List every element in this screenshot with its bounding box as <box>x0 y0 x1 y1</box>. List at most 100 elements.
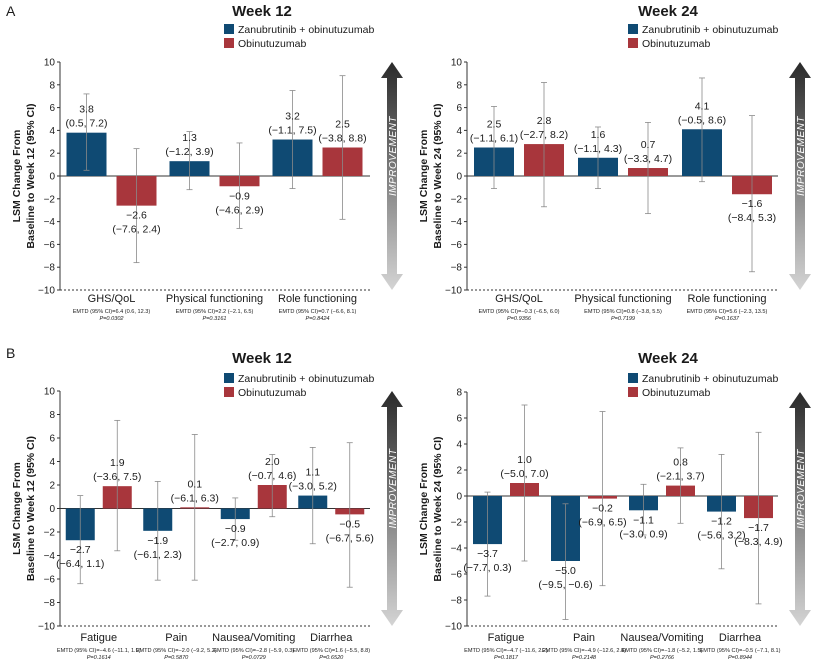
value-label: −1.2 <box>711 516 732 528</box>
x-tick-label: Nausea/Vomiting <box>212 632 295 644</box>
chart-B-w12: Week 12 Zanubrutinib + obinutuzumab Obinut… <box>11 350 403 661</box>
ci-label: (−2.7, 8.2) <box>520 129 568 141</box>
p-value-footnote: P=0.1817 <box>494 655 519 661</box>
y-tick-label: 4 <box>49 457 55 468</box>
y-tick-label: −6 <box>451 570 463 581</box>
y-tick-label: 2 <box>49 149 55 160</box>
y-tick-label: 2 <box>456 149 462 160</box>
x-tick-label: GHS/QoL <box>88 293 136 305</box>
chart-title: Week 12 <box>232 350 292 367</box>
y-tick-label: 10 <box>451 58 463 69</box>
legend-swatch <box>628 373 638 383</box>
y-tick-label: 4 <box>49 126 55 137</box>
ci-label: (−8.4, 5.3) <box>728 212 776 224</box>
ci-label: (0.5, 7.2) <box>65 118 107 130</box>
y-tick-label: 8 <box>49 80 55 91</box>
y-tick-label: −10 <box>38 622 55 633</box>
x-tick-label: Diarrhea <box>719 632 762 644</box>
ci-label: (−5.0, 7.0) <box>500 468 548 480</box>
emtd-footnote: EMTD (95% CI)=1.6 (−5.5, 8.8) <box>292 648 370 654</box>
y-tick-label: 6 <box>456 103 462 114</box>
legend-label: Zanubrutinib + obinutuzumab <box>642 373 778 385</box>
ci-label: (−0.5, 8.6) <box>678 114 726 126</box>
charts-container: Week 12 Zanubrutinib + obinutuzumab Obinut… <box>11 3 811 661</box>
ci-label: (−7.7, 0.3) <box>463 562 511 574</box>
chart-title: Week 24 <box>638 3 698 20</box>
y-tick-label: −2 <box>451 518 463 529</box>
emtd-footnote: EMTD (95% CI)=0.8 (−3.8, 5.5) <box>584 309 662 315</box>
p-value-footnote: P=0.6520 <box>319 655 344 661</box>
y-axis-label: Baseline to Week 12 (95% CI) <box>25 103 37 248</box>
p-value-footnote: P=0.2148 <box>572 655 597 661</box>
p-value-footnote: P=0.2766 <box>650 655 675 661</box>
value-label: 0.1 <box>187 478 202 490</box>
value-label: 1.1 <box>305 467 320 479</box>
y-tick-label: −6 <box>451 240 463 251</box>
value-label: −1.1 <box>633 514 654 526</box>
y-axis-label: Baseline to Week 12 (95% CI) <box>25 436 37 581</box>
y-tick-label: −8 <box>451 596 463 607</box>
y-tick-label: −10 <box>38 286 55 297</box>
improvement-label: IMPROVEMENT <box>388 116 399 196</box>
value-label: 0.7 <box>641 139 656 151</box>
x-tick-label: Nausea/Vomiting <box>620 632 703 644</box>
ci-label: (−3.0, 5.2) <box>289 481 337 493</box>
legend-swatch <box>224 24 234 34</box>
legend-swatch <box>628 24 638 34</box>
ci-label: (−3.8, 8.8) <box>318 133 366 145</box>
value-label: 1.6 <box>591 129 606 141</box>
emtd-footnote: EMTD (95% CI)=−0.5 (−7.1, 8.1) <box>700 648 781 654</box>
ci-label: (−3.0, 0.9) <box>619 528 667 540</box>
p-value-footnote: P=0.8424 <box>305 316 329 322</box>
value-label: −1.6 <box>742 198 763 210</box>
x-tick-label: Fatigue <box>80 632 117 644</box>
emtd-footnote: EMTD (95% CI)=−4.6 (−11.1, 1.9) <box>57 648 141 654</box>
y-tick-label: 2 <box>456 466 462 477</box>
y-tick-label: 4 <box>456 440 462 451</box>
y-tick-label: −10 <box>445 286 462 297</box>
y-tick-label: 6 <box>49 434 55 445</box>
p-value-footnote: P=0.1637 <box>715 316 740 322</box>
y-tick-label: −4 <box>44 551 56 562</box>
ci-label: (−6.4, 1.1) <box>56 558 104 570</box>
chart-B-w24: Week 24 Zanubrutinib + obinutuzumab Obinut… <box>418 350 811 661</box>
improvement-arrow <box>381 62 403 290</box>
emtd-footnote: EMTD (95% CI)=−1.8 (−5.2, 1.5) <box>622 648 703 654</box>
value-label: 1.9 <box>110 457 125 469</box>
y-tick-label: 10 <box>44 58 56 69</box>
legend-swatch <box>224 373 234 383</box>
legend-swatch <box>224 38 234 48</box>
value-label: 3.8 <box>79 104 94 116</box>
emtd-footnote: EMTD (95% CI)=0.7 (−6.6, 8.1) <box>279 309 357 315</box>
x-tick-label: Role functioning <box>278 293 357 305</box>
p-value-footnote: P=0.8944 <box>728 655 752 661</box>
value-label: 4.1 <box>695 100 710 112</box>
value-label: −0.9 <box>229 190 250 202</box>
emtd-footnote: EMTD (95% CI)=−4.9 (−12.6, 2.8) <box>542 648 626 654</box>
y-tick-label: −2 <box>451 194 463 205</box>
emtd-footnote: EMTD (95% CI)=5.6 (−2.3, 13.5) <box>687 309 768 315</box>
improvement-label: IMPROVEMENT <box>796 449 807 529</box>
emtd-footnote: EMTD (95% CI)=−2.8 (−5.9, 0.3) <box>213 648 294 654</box>
ci-label: (−6.9, 6.5) <box>578 517 626 529</box>
y-tick-label: 0 <box>49 172 55 183</box>
panel-label-a: A <box>6 3 16 19</box>
ci-label: (−1.1, 4.3) <box>574 143 622 155</box>
x-tick-label: Pain <box>573 632 595 644</box>
ci-label: (−2.1, 3.7) <box>656 471 704 483</box>
value-label: 2.5 <box>335 119 350 131</box>
value-label: −0.2 <box>592 503 613 515</box>
ci-label: (−6.1, 2.3) <box>134 549 182 561</box>
emtd-footnote: EMTD (95% CI)=−0.3 (−6.5, 6.0) <box>479 309 560 315</box>
y-tick-label: −8 <box>451 263 463 274</box>
ci-label: (−6.1, 6.3) <box>171 492 219 504</box>
ci-label: (−6.7, 5.6) <box>326 532 374 544</box>
value-label: −0.5 <box>339 518 360 530</box>
legend-label: Obinutuzumab <box>642 38 710 50</box>
p-value-footnote: P=0.3161 <box>202 316 226 322</box>
y-tick-label: −8 <box>44 263 56 274</box>
value-label: −2.6 <box>126 210 147 222</box>
chart-A-w24: Week 24 Zanubrutinib + obinutuzumab Obinut… <box>418 3 811 322</box>
value-label: −5.0 <box>555 565 576 577</box>
